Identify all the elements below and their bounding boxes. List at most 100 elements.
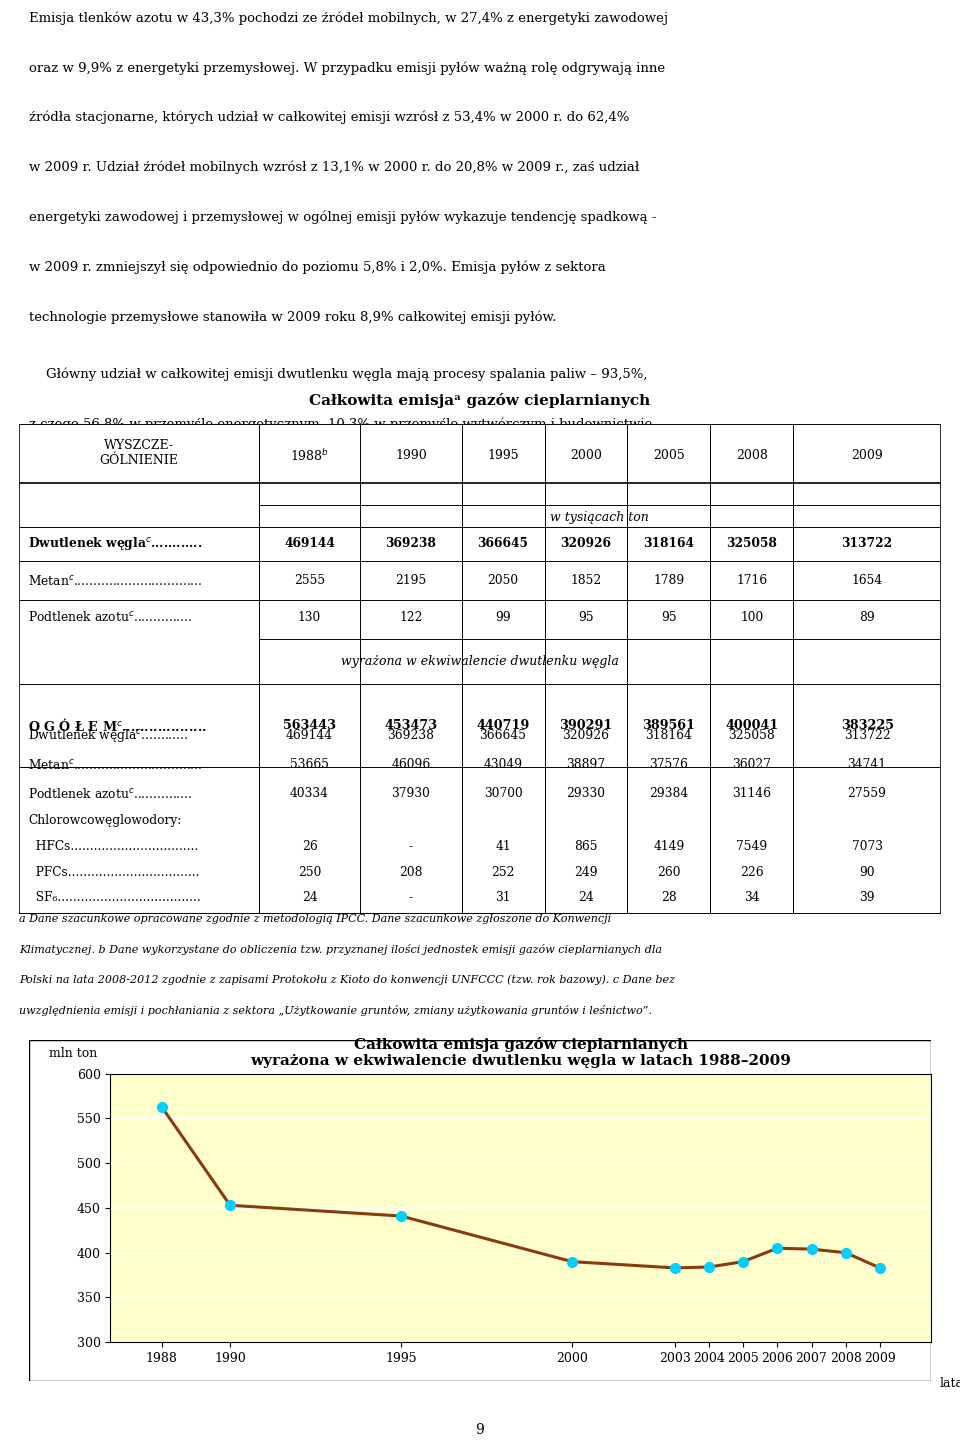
Text: 90: 90 (859, 866, 875, 879)
Text: Metan$^{c}$.................................: Metan$^{c}$.............................… (29, 573, 203, 588)
Text: 4149: 4149 (653, 840, 684, 853)
Text: 563443: 563443 (283, 718, 336, 731)
Text: Polski na lata 2008-2012 zgodnie z zapisami Protokołu z Kioto do konwencji UNFCC: Polski na lata 2008-2012 zgodnie z zapis… (19, 975, 675, 985)
Text: 252: 252 (492, 866, 515, 879)
Text: 122: 122 (399, 611, 422, 624)
Text: 2555: 2555 (294, 575, 325, 588)
Text: Metan$^{c}$.................................: Metan$^{c}$.............................… (29, 757, 203, 772)
Text: 95: 95 (661, 611, 677, 624)
Text: 37930: 37930 (392, 788, 430, 801)
Text: 38897: 38897 (566, 757, 606, 770)
Text: 250: 250 (298, 866, 322, 879)
Text: 453473: 453473 (384, 718, 438, 731)
Text: 30700: 30700 (484, 788, 522, 801)
Text: Całkowita emisjaᵃ gazów cieplarnianych: Całkowita emisjaᵃ gazów cieplarnianych (309, 393, 651, 408)
Text: 318164: 318164 (643, 537, 694, 550)
Text: 320926: 320926 (563, 728, 610, 741)
Text: 2009: 2009 (852, 448, 883, 461)
Text: uwzględnienia emisji i pochłaniania z sektora „Użytkowanie gruntów, zmiany użytk: uwzględnienia emisji i pochłaniania z se… (19, 1004, 652, 1016)
Text: źródła stacjonarne, których udział w całkowitej emisji wzrósł z 53,4% w 2000 r. : źródła stacjonarne, których udział w cał… (29, 110, 629, 125)
Text: 130: 130 (298, 611, 322, 624)
Text: Główny udział w całkowitej emisji dwutlenku węgla mają procesy spalania paliw – : Główny udział w całkowitej emisji dwutle… (29, 367, 647, 382)
Text: 99: 99 (495, 611, 511, 624)
Text: 318164: 318164 (645, 728, 692, 741)
Text: 2000: 2000 (570, 448, 602, 461)
Text: lata: lata (940, 1377, 960, 1390)
Text: w 2009 r. zmniejszył się odpowiednio do poziomu 5,8% i 2,0%. Emisja pyłów z sekt: w 2009 r. zmniejszył się odpowiednio do … (29, 260, 606, 274)
Text: Chlorowcowęglowodory:: Chlorowcowęglowodory: (29, 814, 181, 827)
Text: 39: 39 (859, 891, 875, 904)
Text: 36027: 36027 (732, 757, 772, 770)
Text: 313722: 313722 (842, 537, 893, 550)
Text: Klimatycznej. b Dane wykorzystane do obliczenia tzw. przyznanej ilości jednostek: Klimatycznej. b Dane wykorzystane do obl… (19, 945, 662, 955)
Text: 1852: 1852 (570, 575, 602, 588)
Text: Emisja tlenków azotu w 43,3% pochodzi ze źródeł mobilnych, w 27,4% z energetyki : Emisja tlenków azotu w 43,3% pochodzi ze… (29, 12, 668, 25)
Text: Podtlenek azotu$^{c}$...............: Podtlenek azotu$^{c}$............... (29, 786, 193, 801)
Text: 29330: 29330 (566, 788, 606, 801)
Text: a 15,9% w transporcie. Na wielkość całkowitej emisji metanu największy wpływ maj: a 15,9% w transporcie. Na wielkość całko… (29, 467, 688, 482)
Text: 366645: 366645 (478, 537, 528, 550)
Text: 1995: 1995 (488, 448, 518, 461)
Text: 24: 24 (301, 891, 318, 904)
Text: 53665: 53665 (290, 757, 329, 770)
Text: 208: 208 (399, 866, 422, 879)
Text: mln ton: mln ton (49, 1048, 97, 1061)
Text: 226: 226 (740, 866, 764, 879)
Text: 390291: 390291 (560, 718, 612, 731)
Text: oraz odpady – 21,6% (w tym głównie ze składowisk odpadów).: oraz odpady – 21,6% (w tym głównie ze sk… (29, 617, 446, 630)
Text: 1716: 1716 (736, 575, 767, 588)
Text: Znaczny udział ma również rolnictwo – 35,5% (przede wszystkim procesy fermentacj: Znaczny udział ma również rolnictwo – 35… (29, 567, 668, 580)
Text: 2005: 2005 (653, 448, 684, 461)
Text: a Dane szacunkowe opracowane zgodnie z metodologią IPCC. Dane szacunkowe zgłoszo: a Dane szacunkowe opracowane zgodnie z m… (19, 914, 612, 924)
Text: 31146: 31146 (732, 788, 772, 801)
Text: 313722: 313722 (844, 728, 891, 741)
Text: 41: 41 (495, 840, 511, 853)
Text: 320926: 320926 (561, 537, 612, 550)
Text: 2050: 2050 (488, 575, 518, 588)
Text: SF₆.....................................: SF₆..................................... (29, 891, 202, 904)
Text: Dwutlenek węgla$^{c}$............: Dwutlenek węgla$^{c}$............ (29, 535, 203, 553)
Text: 9: 9 (475, 1423, 485, 1436)
Text: energetyki zawodowej i przemysłowej w ogólnej emisji pyłów wykazuje tendencję sp: energetyki zawodowej i przemysłowej w og… (29, 210, 657, 223)
Text: 37576: 37576 (650, 757, 688, 770)
Text: PFCs..................................: PFCs.................................. (29, 866, 200, 879)
Text: 95: 95 (578, 611, 594, 624)
Text: 40334: 40334 (290, 788, 329, 801)
Text: 369238: 369238 (388, 728, 434, 741)
Text: 369238: 369238 (386, 537, 436, 550)
Text: O G Ó Ł E M$^{c}$...................: O G Ó Ł E M$^{c}$................... (29, 717, 207, 734)
Text: w 2009 r. Udział źródeł mobilnych wzrósł z 13,1% w 2000 r. do 20,8% w 2009 r., z: w 2009 r. Udział źródeł mobilnych wzrósł… (29, 161, 639, 174)
Text: 31: 31 (495, 891, 511, 904)
Text: 865: 865 (574, 840, 598, 853)
Text: 46096: 46096 (392, 757, 430, 770)
Text: 249: 249 (574, 866, 598, 879)
Text: 34741: 34741 (848, 757, 887, 770)
Text: 469144: 469144 (284, 537, 335, 550)
Text: HFCs.................................: HFCs................................. (29, 840, 199, 853)
Text: 26: 26 (301, 840, 318, 853)
Text: 1990: 1990 (395, 448, 427, 461)
Text: 34: 34 (744, 891, 759, 904)
Text: 24: 24 (578, 891, 594, 904)
Text: 1988$^{b}$: 1988$^{b}$ (290, 447, 329, 463)
Text: 2008: 2008 (736, 448, 768, 461)
Text: technologie przemysłowe stanowiła w 2009 roku 8,9% całkowitej emisji pyłów.: technologie przemysłowe stanowiła w 2009… (29, 311, 556, 324)
Text: Podtlenek azotu$^{c}$...............: Podtlenek azotu$^{c}$............... (29, 611, 193, 624)
Text: 2195: 2195 (396, 575, 426, 588)
Text: 7549: 7549 (736, 840, 767, 853)
Text: 469144: 469144 (286, 728, 333, 741)
Text: 400041: 400041 (725, 718, 779, 731)
Text: 1654: 1654 (852, 575, 882, 588)
Text: 1789: 1789 (654, 575, 684, 588)
Text: wyrażona w ekwiwalencie dwutlenku węgla: wyrażona w ekwiwalencie dwutlenku węgla (341, 654, 619, 667)
Text: oraz w 9,9% z energetyki przemysłowej. W przypadku emisji pyłów ważną rolę odgry: oraz w 9,9% z energetyki przemysłowej. W… (29, 61, 665, 74)
Text: 100: 100 (740, 611, 763, 624)
Text: -: - (409, 840, 413, 853)
Text: -: - (409, 891, 413, 904)
Text: 27559: 27559 (848, 788, 887, 801)
Text: w tysiącach ton: w tysiącach ton (550, 511, 649, 524)
Text: 29384: 29384 (649, 788, 688, 801)
Text: z paliw – 33,6%, w szczególności z kopalń węgla kamiennego i instalacji przeróbk: z paliw – 33,6%, w szczególności z kopal… (29, 517, 682, 531)
Text: z czego 56,8% w przemyśle energetycznym, 10,3% w przemyśle wytwórczym i budownic: z czego 56,8% w przemyśle energetycznym,… (29, 418, 657, 431)
Title: Całkowita emisja gazów cieplarnianych
wyrażona w ekwiwalencie dwutlenku węgla w : Całkowita emisja gazów cieplarnianych wy… (251, 1037, 791, 1068)
